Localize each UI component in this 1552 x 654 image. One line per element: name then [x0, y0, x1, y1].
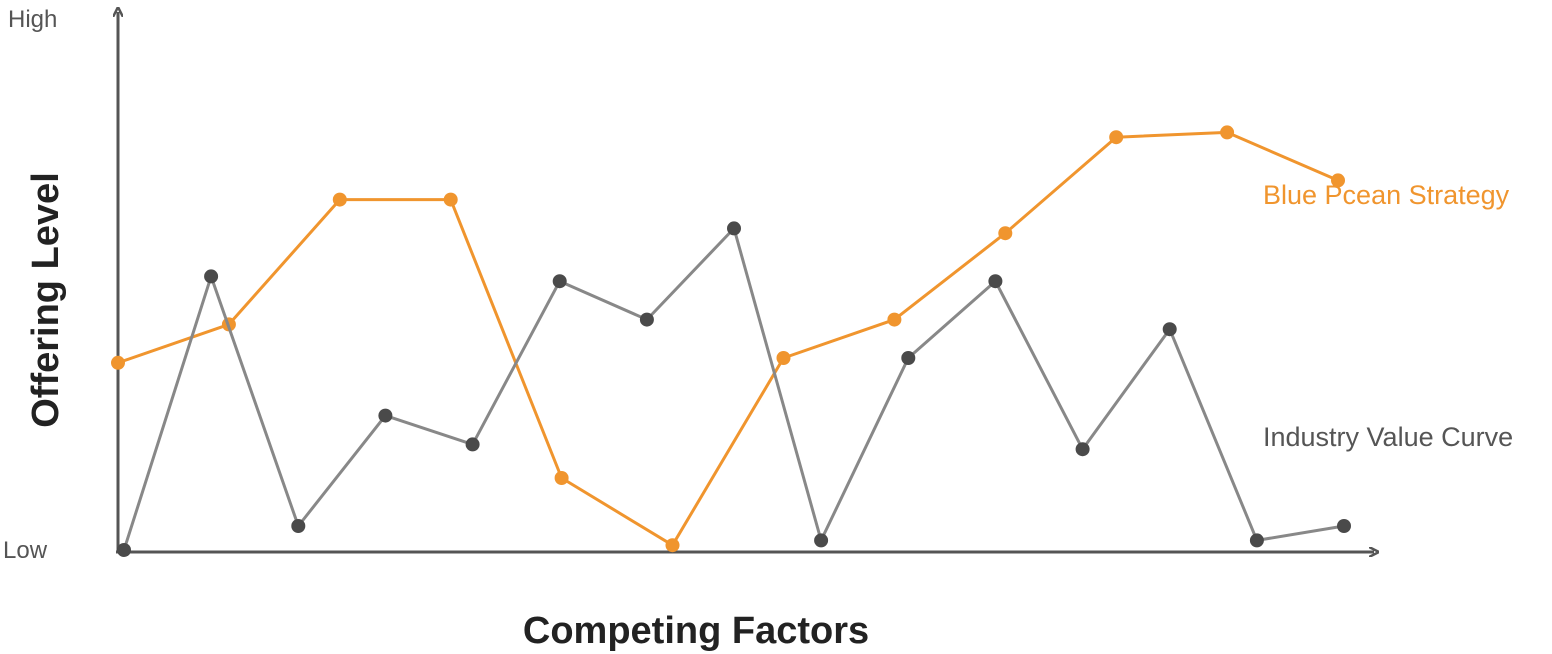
- data-point-blue-ocean-5: [554, 471, 569, 485]
- data-point-industry-6: [552, 274, 567, 289]
- data-point-industry-4: [378, 408, 393, 423]
- data-point-blue-ocean-3: [332, 192, 347, 207]
- data-point-blue-ocean-7: [776, 351, 791, 365]
- data-point-blue-ocean-11: [1220, 125, 1235, 140]
- data-point-industry-2: [204, 269, 219, 284]
- data-point-blue-ocean-10: [1109, 130, 1124, 145]
- data-point-blue-ocean-9: [998, 226, 1013, 241]
- data-point-industry-10: [901, 351, 916, 365]
- data-point-industry-9: [814, 533, 829, 548]
- data-point-industry-7: [639, 312, 654, 327]
- series-line-blue-ocean: [117, 130, 1339, 547]
- data-point-industry-8: [727, 221, 741, 236]
- data-point-blue-ocean-4: [443, 192, 458, 207]
- series-label-industry: Industry Value Curve: [1263, 422, 1513, 452]
- data-point-blue-ocean-8: [887, 312, 902, 327]
- series-line-industry: [122, 226, 1345, 551]
- data-point-industry-11: [988, 274, 1003, 289]
- y-low-label: Low: [3, 537, 48, 564]
- y-high-label: High: [8, 6, 57, 33]
- data-point-industry-15: [1337, 519, 1351, 533]
- series-label-blue-ocean: Blue Pcean Strategy: [1263, 180, 1510, 210]
- x-axis-title: Competing Factors: [523, 610, 869, 652]
- y-axis-title: Offering Level: [25, 172, 67, 428]
- data-point-blue-ocean-12: [1331, 173, 1345, 188]
- data-point-industry-14: [1249, 533, 1264, 548]
- series-layer: [111, 125, 1351, 557]
- data-point-industry-3: [291, 519, 306, 533]
- data-point-industry-1: [117, 543, 131, 557]
- data-point-blue-ocean-1: [111, 355, 125, 370]
- data-point-industry-12: [1075, 442, 1090, 457]
- data-point-blue-ocean-6: [665, 538, 680, 553]
- data-point-industry-13: [1162, 322, 1177, 337]
- data-point-industry-5: [465, 437, 480, 452]
